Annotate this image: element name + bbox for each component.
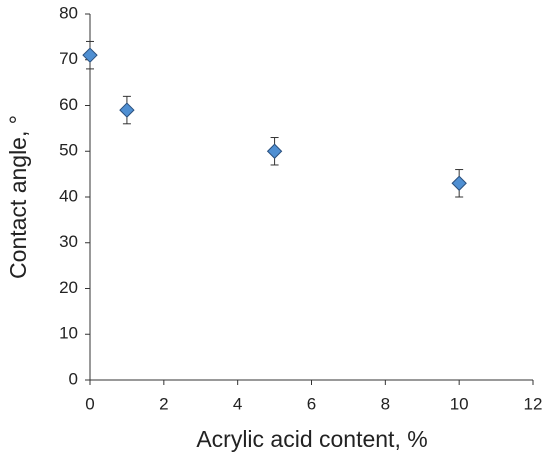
x-tick-label: 6	[307, 394, 316, 413]
point	[451, 175, 467, 191]
x-tick-label: 0	[85, 394, 94, 413]
x-tick-label: 4	[233, 394, 242, 413]
y-tick-label: 60	[59, 95, 78, 114]
x-tick-label: 10	[450, 394, 469, 413]
point	[119, 102, 135, 118]
y-tick-label: 30	[59, 232, 78, 251]
y-tick-label: 40	[59, 186, 78, 205]
y-axis-title: Contact angle, °	[5, 115, 31, 279]
x-axis-title: Acrylic acid content, %	[196, 426, 427, 452]
point	[266, 143, 283, 159]
y-tick-label: 0	[69, 369, 78, 388]
y-tick-label: 50	[59, 141, 78, 160]
y-tick-label: 70	[59, 49, 78, 68]
y-tick-label: 20	[59, 278, 78, 297]
x-tick-label: 8	[381, 394, 390, 413]
point	[82, 47, 98, 63]
y-tick-label: 80	[59, 3, 78, 22]
y-tick-label: 10	[59, 324, 78, 343]
x-tick-label: 2	[159, 394, 168, 413]
x-tick-label: 12	[524, 394, 543, 413]
